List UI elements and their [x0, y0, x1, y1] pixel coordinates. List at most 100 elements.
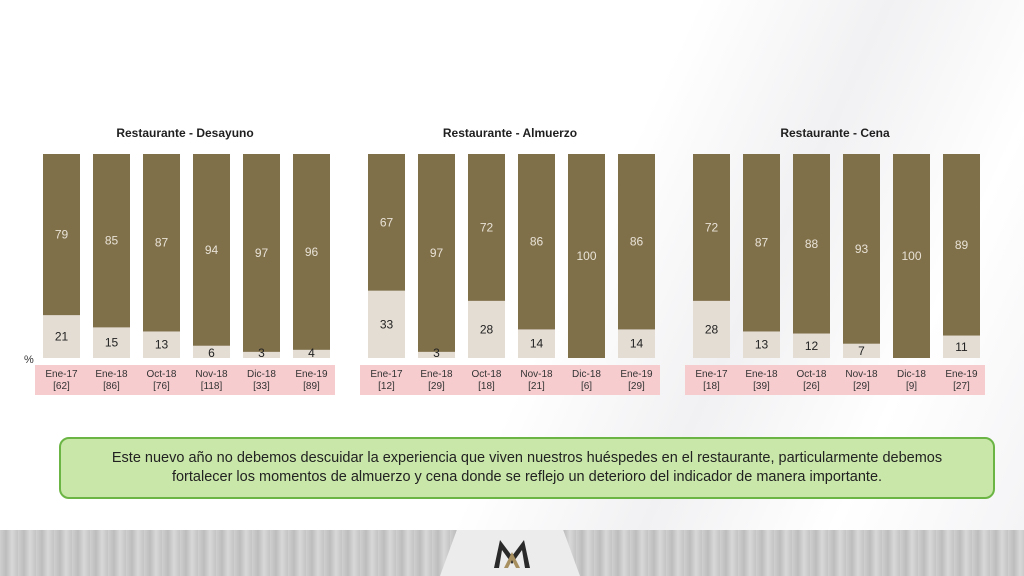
data-label-bottom: 4 — [308, 346, 315, 360]
bar-top-segment — [518, 154, 555, 330]
percent-label: % — [24, 354, 34, 366]
count-label: [21] — [528, 381, 545, 392]
chart-title: Restaurante - Cena — [780, 126, 890, 140]
chart-svg: 6733Ene-17[12]973Ene-18[29]7228Oct-18[18… — [360, 154, 660, 395]
data-label-top: 87 — [755, 236, 769, 250]
data-label-top: 86 — [630, 235, 644, 249]
chart-title: Restaurante - Almuerzo — [442, 126, 578, 140]
data-label-bottom: 21 — [55, 330, 69, 344]
count-label: [12] — [378, 381, 395, 392]
count-label: [26] — [803, 381, 820, 392]
chart-svg: 7228Ene-17[18]8713Ene-18[39]8812Oct-18[2… — [685, 154, 985, 395]
chart-cena: Restaurante - Cena 72 28 Ene-17 [18] 87 13 Ene… — [685, 120, 985, 400]
conclusion-text: Este nuevo año no debemos descuidar la e… — [111, 450, 943, 485]
chart-svg: 79 21 Ene-17[62] 85 15 Ene-18[86] 87 13 Oct-18[7… — [35, 154, 335, 395]
category-label: Dic-18 — [897, 369, 926, 380]
data-label-bottom: 13 — [155, 338, 169, 352]
category-label: Dic-18 — [572, 369, 601, 380]
data-label-bottom: 3 — [258, 346, 265, 360]
data-label-bottom: 14 — [630, 337, 644, 351]
category-label: Ene-18 — [745, 369, 778, 380]
data-label-bottom: 28 — [480, 322, 494, 336]
bar-top-segment — [618, 154, 655, 330]
category-band — [685, 365, 985, 395]
data-label-top: 72 — [480, 220, 494, 234]
chart-title: Restaurante - Desayuno — [116, 126, 254, 140]
bar-top-segment — [293, 154, 330, 350]
chart-desayuno: Restaurante - Desayuno 79 21 Ene-17 [62] 85 1… — [35, 120, 335, 400]
count-label: [9] — [906, 381, 917, 392]
count-label: [89] — [303, 381, 320, 392]
bar-top-segment — [743, 154, 780, 332]
category-label: Oct-18 — [471, 369, 501, 380]
bar-bottom-segment — [843, 343, 880, 358]
category-label: Oct-18 — [796, 369, 826, 380]
bar-bottom-segment — [793, 333, 830, 358]
data-label-top: 67 — [380, 215, 394, 229]
data-label-top: 100 — [901, 249, 921, 263]
data-label-bottom: 12 — [805, 339, 819, 353]
bar-bottom-segment — [618, 329, 655, 358]
count-label: [86] — [103, 381, 120, 392]
data-label-bottom: 11 — [955, 340, 968, 354]
bar-bottom-segment — [193, 345, 230, 358]
data-label-top: 97 — [430, 246, 444, 260]
bar-bottom-segment — [743, 331, 780, 358]
category-label: Dic-18 — [247, 369, 276, 380]
data-label-bottom: 3 — [433, 346, 440, 360]
data-label-top: 85 — [105, 234, 119, 248]
data-label-top: 97 — [255, 246, 269, 260]
count-label: [27] — [953, 381, 970, 392]
bar-bottom-segment — [143, 331, 180, 358]
category-label: Nov-18 — [195, 369, 228, 380]
bar-bottom-segment — [418, 351, 455, 358]
count-label: [29] — [428, 381, 445, 392]
data-label-top: 96 — [305, 245, 319, 259]
bar-top-segment — [243, 154, 280, 352]
bar-top-segment — [943, 154, 980, 336]
bar-top-segment — [468, 154, 505, 301]
bar-bottom-segment — [293, 349, 330, 358]
count-label: [76] — [153, 381, 170, 392]
category-label: Ene-17 — [45, 369, 78, 380]
category-label: Ene-17 — [370, 369, 403, 380]
category-label: Oct-18 — [146, 369, 176, 380]
bar-bottom-segment — [43, 315, 80, 358]
data-label-top: 89 — [955, 238, 969, 252]
count-label: [18] — [478, 381, 495, 392]
data-label-bottom: 6 — [208, 346, 215, 360]
data-label-bottom: 33 — [380, 317, 394, 331]
count-label: [118] — [201, 381, 223, 392]
count-label: [62] — [53, 381, 70, 392]
category-label: Nov-18 — [520, 369, 553, 380]
category-label: Ene-17 — [695, 369, 728, 380]
conclusion-note: Este nuevo año no debemos descuidar la e… — [59, 437, 995, 499]
data-label-top: 94 — [205, 243, 219, 257]
bar-bottom-segment — [468, 300, 505, 358]
data-label-bottom: 14 — [530, 337, 544, 351]
bar-top-segment — [843, 154, 880, 344]
bar-top-segment — [568, 154, 605, 358]
data-label-top: 87 — [155, 236, 169, 250]
count-label: [29] — [628, 381, 645, 392]
category-label: Ene-19 — [620, 369, 653, 380]
count-label: [39] — [753, 381, 770, 392]
count-label: [29] — [853, 381, 870, 392]
bar-top-segment — [43, 154, 80, 316]
data-label-top: 100 — [576, 249, 596, 263]
data-label-bottom: 13 — [755, 338, 769, 352]
footer-logo-plate — [440, 530, 580, 576]
data-label-top: 88 — [805, 237, 819, 251]
bar-bottom-segment — [693, 300, 730, 358]
category-label: Ene-18 — [95, 369, 128, 380]
count-label: [18] — [703, 381, 720, 392]
data-label-top: 93 — [855, 242, 869, 256]
bar-top-segment — [193, 154, 230, 346]
bar-bottom-segment — [93, 327, 130, 358]
count-label: [6] — [581, 381, 592, 392]
data-label-bottom: 28 — [705, 322, 719, 336]
bar-top-segment — [418, 154, 455, 352]
chart-almuerzo: Restaurante - Almuerzo 67 33 Ene-17 [12] 97 3… — [360, 120, 660, 400]
bar-top-segment — [143, 154, 180, 332]
bar-bottom-segment — [368, 290, 405, 358]
